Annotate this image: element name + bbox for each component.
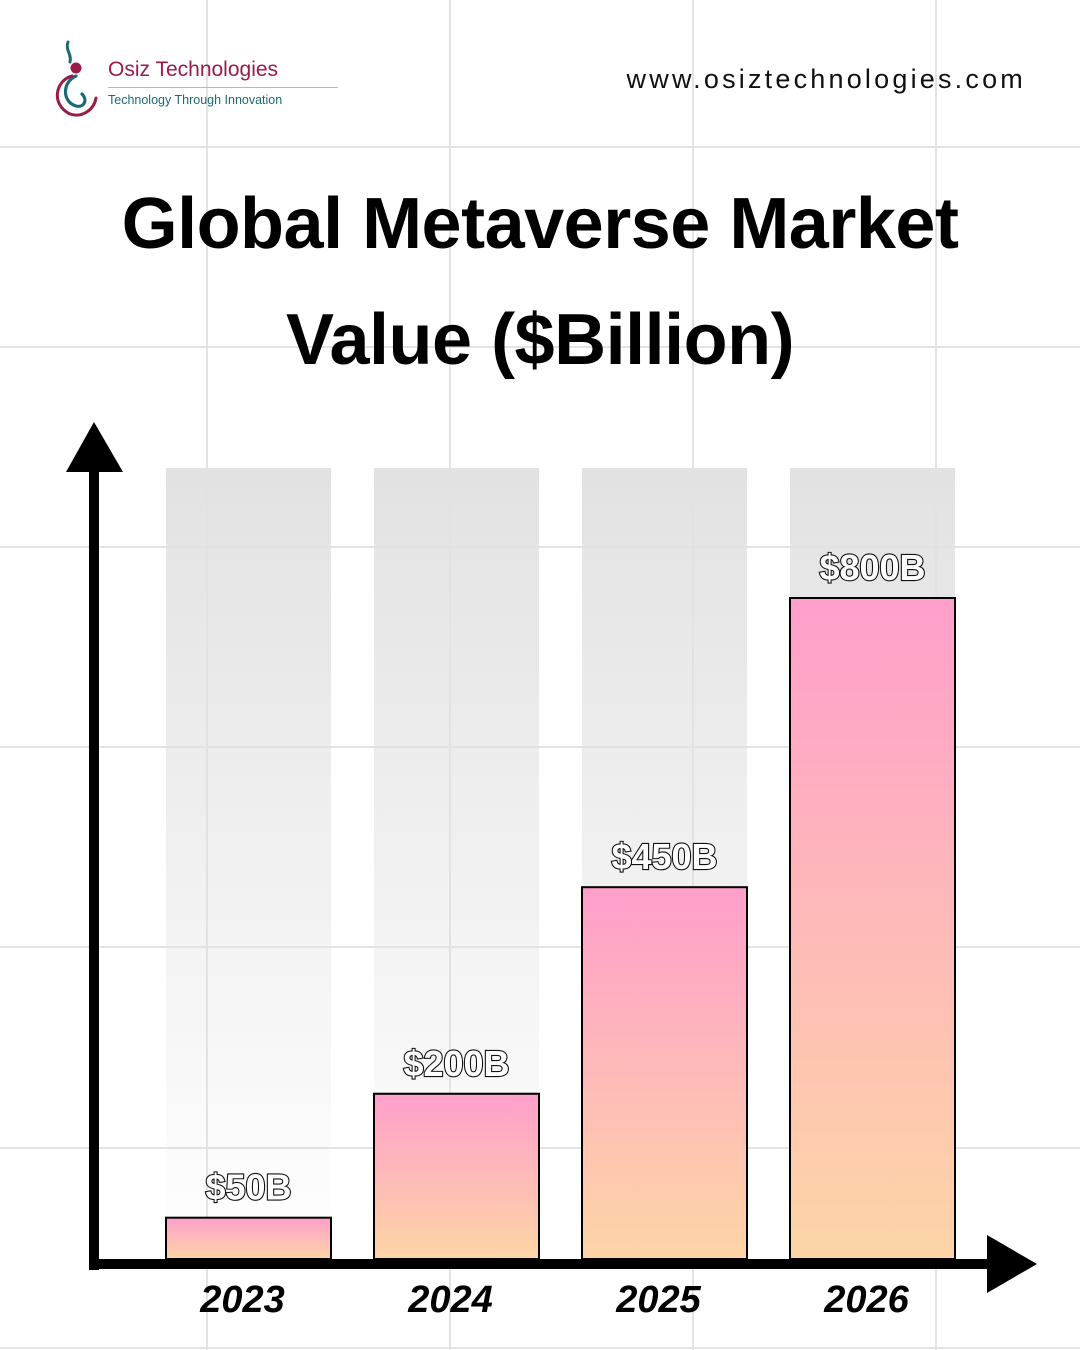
- website-link[interactable]: www.osiztechnologies.com: [626, 64, 1026, 94]
- bar-2023: [165, 1216, 332, 1260]
- bar-2024: [373, 1092, 540, 1260]
- bar-2026: [789, 597, 956, 1260]
- x-axis-arrow-icon: [987, 1235, 1037, 1293]
- bar-2025: [581, 886, 748, 1260]
- x-tick-label: 2026: [823, 1279, 909, 1321]
- y-axis-line: [89, 466, 99, 1270]
- x-axis-line: [89, 1259, 995, 1269]
- y-axis-arrow-icon: [66, 422, 123, 472]
- brand-divider: [108, 87, 338, 88]
- x-tick-label: 2025: [615, 1279, 701, 1321]
- x-tick-labels: 2023 2024 2025 2026: [199, 1279, 909, 1321]
- data-labels: $50B $200B $450B $800B: [204, 546, 926, 1209]
- chart-title-line-2: Value ($Billion): [285, 300, 795, 380]
- data-label: $50B: [205, 1167, 291, 1208]
- axes: [66, 422, 1037, 1293]
- chart-title: Global Metaverse Market Value ($Billion): [40, 166, 1040, 398]
- brand-name: Osiz Technologies: [108, 58, 279, 81]
- bar-layer: [165, 597, 956, 1260]
- x-tick-label: 2023: [199, 1279, 285, 1321]
- x-tick-label: 2024: [407, 1279, 493, 1321]
- bar-background: [166, 468, 331, 1259]
- brand-tagline: Technology Through Innovation: [108, 93, 283, 107]
- data-label: $200B: [403, 1043, 509, 1084]
- brand-logo[interactable]: Osiz Technologies Technology Through Inn…: [52, 40, 338, 120]
- data-label: $450B: [611, 836, 717, 877]
- chart-title-line-1: Global Metaverse Market: [121, 184, 959, 264]
- brand-logo-icon: [56, 40, 98, 117]
- data-label: $800B: [819, 547, 925, 588]
